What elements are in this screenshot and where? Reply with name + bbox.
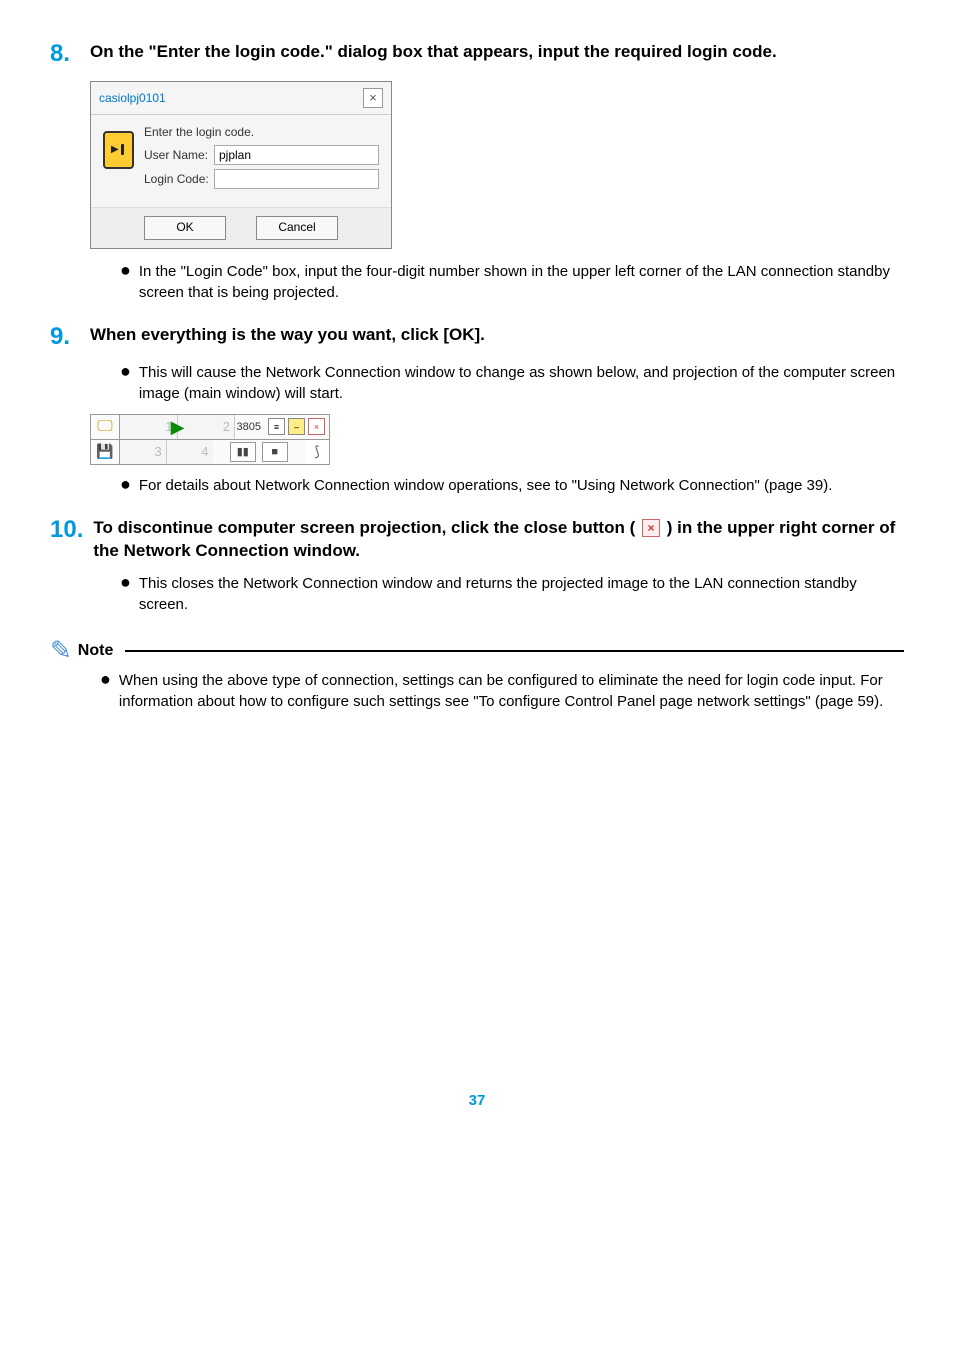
step-9-bullets-b: ● For details about Network Connection w… — [120, 475, 904, 496]
minimize-icon: – — [288, 418, 305, 435]
note-divider — [125, 650, 904, 652]
bullet-text: In the "Login Code" box, input the four-… — [139, 261, 904, 303]
dialog-titlebar: casiolpj0101 × — [91, 82, 391, 115]
toolbar-right-top: 3805 ≡ – × — [235, 415, 329, 439]
cell-1: 1 — [120, 415, 178, 439]
step-10-bullets: ● This closes the Network Connection win… — [120, 573, 904, 615]
toolbar-bottom-row: 💾 3 4 ▮▮ ■ ⟆ — [91, 440, 329, 464]
cell-3: 3 — [120, 440, 167, 464]
toolbar-top-row: 🖵 1 2 ▶ 3805 ≡ – × — [91, 415, 329, 440]
note-bullet-1: ● When using the above type of connectio… — [100, 670, 904, 712]
step-9-bullet-2: ● For details about Network Connection w… — [120, 475, 904, 496]
user-input — [214, 145, 379, 165]
close-icon: × — [363, 88, 383, 108]
code-input — [214, 169, 379, 189]
note-bullets: ● When using the above type of connectio… — [100, 670, 904, 712]
toolbar-code: 3805 — [237, 421, 261, 433]
bullet-icon: ● — [120, 261, 131, 281]
login-dialog: casiolpj0101 × Enter the login code. Use… — [90, 81, 392, 249]
code-label: Login Code: — [144, 172, 214, 186]
stop-icon: ■ — [262, 442, 288, 462]
note-section: ✎ Note ● When using the above type of co… — [50, 635, 904, 712]
bullet-icon: ● — [120, 475, 131, 495]
cancel-button: Cancel — [256, 216, 338, 240]
cell-4: 4 — [167, 440, 213, 464]
user-row: User Name: — [144, 145, 379, 165]
save-icon: 💾 — [91, 440, 120, 464]
step-8-title: On the "Enter the login code." dialog bo… — [90, 40, 904, 64]
monitor-icon: 🖵 — [91, 415, 120, 439]
cell-2: 2 — [178, 415, 236, 439]
step-8-bullets: ● In the "Login Code" box, input the fou… — [120, 261, 904, 303]
step-10-title-part-a: To discontinue computer screen projectio… — [93, 518, 635, 537]
user-label: User Name: — [144, 148, 214, 162]
step-9-bullet-1: ● This will cause the Network Connection… — [120, 362, 904, 404]
step-8-bullet-1: ● In the "Login Code" box, input the fou… — [120, 261, 904, 303]
step-10-bullet-1: ● This closes the Network Connection win… — [120, 573, 904, 615]
step-8-header: 8. On the "Enter the login code." dialog… — [50, 40, 904, 69]
close-icon: × — [308, 418, 325, 435]
projector-icon — [103, 131, 134, 169]
step-10: 10. To discontinue computer screen proje… — [50, 516, 904, 616]
dialog-message: Enter the login code. — [144, 125, 379, 139]
close-icon: × — [642, 519, 660, 537]
step-8: 8. On the "Enter the login code." dialog… — [50, 40, 904, 303]
ok-button: OK — [144, 216, 226, 240]
list-icon: ≡ — [268, 418, 285, 435]
step-9-title: When everything is the way you want, cli… — [90, 323, 904, 347]
bullet-icon: ● — [120, 362, 131, 382]
step-8-number: 8. — [50, 40, 80, 69]
step-10-title: To discontinue computer screen projectio… — [93, 516, 904, 564]
dialog-body: Enter the login code. User Name: Login C… — [91, 115, 391, 207]
bullet-text: This closes the Network Connection windo… — [139, 573, 904, 615]
step-9-bullets-a: ● This will cause the Network Connection… — [120, 362, 904, 404]
toolbar-cells-top: 1 2 ▶ — [120, 415, 235, 439]
page-number: 37 — [50, 1092, 904, 1109]
dialog-buttons: OK Cancel — [91, 207, 391, 248]
dialog-fields: Enter the login code. User Name: Login C… — [144, 125, 379, 193]
play-icon: ▶ — [171, 417, 185, 438]
pause-icon: ▮▮ — [230, 442, 256, 462]
bullet-text: When using the above type of connection,… — [119, 670, 904, 712]
note-label: Note — [78, 642, 114, 660]
bullet-text: This will cause the Network Connection w… — [139, 362, 904, 404]
note-header: ✎ Note — [50, 635, 904, 666]
note-icon: ✎ — [50, 635, 72, 666]
step-10-number: 10. — [50, 516, 83, 545]
toolbar-cells-bottom: 3 4 — [120, 440, 213, 464]
code-row: Login Code: — [144, 169, 379, 189]
dialog-title: casiolpj0101 — [99, 91, 166, 105]
step-10-header: 10. To discontinue computer screen proje… — [50, 516, 904, 564]
toolbar-controls: ▮▮ ■ — [213, 440, 306, 464]
network-connection-toolbar: 🖵 1 2 ▶ 3805 ≡ – × 💾 3 4 ▮▮ ■ ⟆ — [90, 414, 330, 465]
wifi-icon: ⟆ — [305, 440, 329, 464]
step-9-header: 9. When everything is the way you want, … — [50, 323, 904, 352]
bullet-text: For details about Network Connection win… — [139, 475, 833, 496]
bullet-icon: ● — [100, 670, 111, 690]
step-9-number: 9. — [50, 323, 80, 352]
step-9: 9. When everything is the way you want, … — [50, 323, 904, 496]
bullet-icon: ● — [120, 573, 131, 593]
